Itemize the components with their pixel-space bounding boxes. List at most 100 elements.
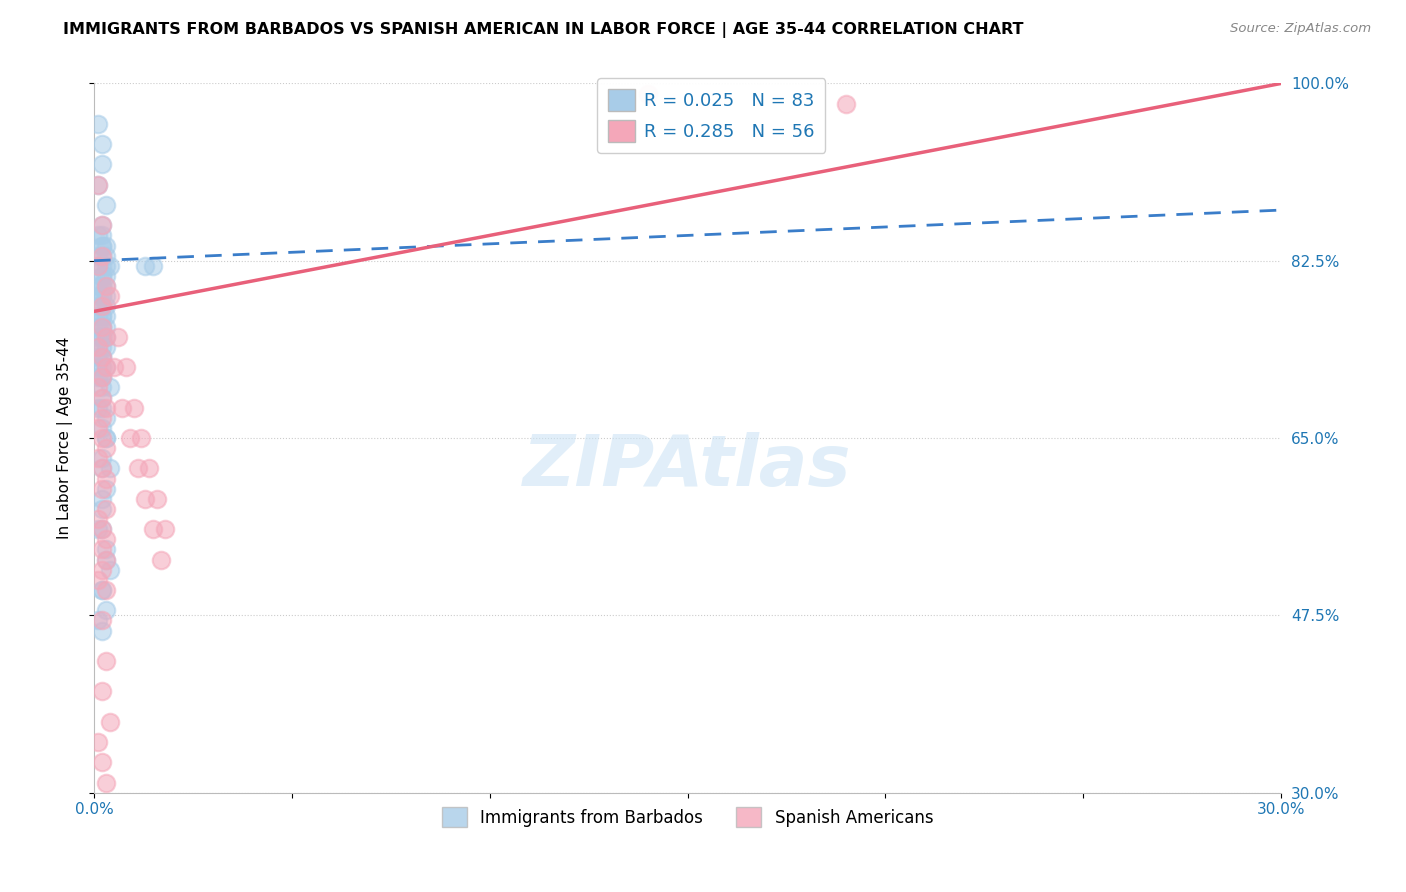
Point xyxy=(90,410,112,425)
Point xyxy=(94,431,117,445)
Point xyxy=(134,491,156,506)
Point xyxy=(87,512,110,526)
Point xyxy=(90,582,112,597)
Point xyxy=(94,552,117,566)
Point xyxy=(87,573,110,587)
Point xyxy=(90,219,112,233)
Point xyxy=(94,552,117,566)
Point xyxy=(114,360,136,375)
Point xyxy=(90,279,112,293)
Point xyxy=(90,401,112,415)
Point xyxy=(87,370,110,384)
Point xyxy=(94,582,117,597)
Point xyxy=(87,178,110,192)
Point xyxy=(90,228,112,243)
Point xyxy=(87,735,110,749)
Point xyxy=(94,542,117,557)
Point xyxy=(90,350,112,364)
Point xyxy=(138,461,160,475)
Point xyxy=(90,461,112,475)
Point xyxy=(87,401,110,415)
Text: ZIPAtlas: ZIPAtlas xyxy=(523,432,852,501)
Point xyxy=(94,279,117,293)
Point xyxy=(90,268,112,283)
Point xyxy=(94,330,117,344)
Point xyxy=(90,137,112,152)
Point xyxy=(90,219,112,233)
Point xyxy=(142,522,165,536)
Point xyxy=(87,178,110,192)
Point xyxy=(90,522,112,536)
Point xyxy=(90,319,112,334)
Point xyxy=(90,614,112,628)
Point xyxy=(90,350,112,364)
Point xyxy=(90,542,112,557)
Point xyxy=(90,370,112,384)
Point xyxy=(90,249,112,263)
Point xyxy=(87,614,110,628)
Point xyxy=(90,756,112,770)
Point xyxy=(94,299,117,313)
Point xyxy=(94,259,117,273)
Point xyxy=(87,249,110,263)
Point xyxy=(90,310,112,324)
Point xyxy=(90,563,112,577)
Point xyxy=(90,360,112,375)
Point xyxy=(87,279,110,293)
Point xyxy=(90,482,112,496)
Point xyxy=(90,249,112,263)
Point xyxy=(87,380,110,394)
Point xyxy=(835,96,858,111)
Point xyxy=(90,431,112,445)
Point xyxy=(98,289,121,303)
Point xyxy=(94,533,117,547)
Point xyxy=(111,401,134,415)
Point xyxy=(146,491,169,506)
Point xyxy=(94,603,117,617)
Point xyxy=(94,340,117,354)
Point xyxy=(90,238,112,252)
Point xyxy=(90,684,112,698)
Point xyxy=(87,451,110,466)
Point xyxy=(90,259,112,273)
Point xyxy=(87,421,110,435)
Point xyxy=(98,563,121,577)
Legend: Immigrants from Barbados, Spanish Americans: Immigrants from Barbados, Spanish Americ… xyxy=(434,800,941,834)
Point xyxy=(87,522,110,536)
Point xyxy=(90,582,112,597)
Point xyxy=(637,87,659,101)
Point xyxy=(103,360,125,375)
Point xyxy=(94,502,117,516)
Point xyxy=(87,350,110,364)
Point xyxy=(94,472,117,486)
Point xyxy=(94,289,117,303)
Point xyxy=(90,310,112,324)
Point xyxy=(90,624,112,638)
Point xyxy=(87,259,110,273)
Point xyxy=(90,491,112,506)
Text: IMMIGRANTS FROM BARBADOS VS SPANISH AMERICAN IN LABOR FORCE | AGE 35-44 CORRELAT: IMMIGRANTS FROM BARBADOS VS SPANISH AMER… xyxy=(63,22,1024,38)
Point xyxy=(90,340,112,354)
Point xyxy=(90,330,112,344)
Point xyxy=(94,482,117,496)
Point xyxy=(94,360,117,375)
Point xyxy=(87,310,110,324)
Point xyxy=(90,319,112,334)
Point xyxy=(98,714,121,729)
Point xyxy=(90,238,112,252)
Point xyxy=(94,441,117,455)
Point xyxy=(87,117,110,131)
Point xyxy=(90,268,112,283)
Point xyxy=(87,340,110,354)
Point xyxy=(94,268,117,283)
Point xyxy=(90,299,112,313)
Point xyxy=(90,522,112,536)
Point xyxy=(127,461,149,475)
Point xyxy=(150,552,173,566)
Point xyxy=(94,198,117,212)
Point xyxy=(134,259,156,273)
Point xyxy=(87,259,110,273)
Point xyxy=(90,461,112,475)
Point xyxy=(90,330,112,344)
Point xyxy=(90,391,112,405)
